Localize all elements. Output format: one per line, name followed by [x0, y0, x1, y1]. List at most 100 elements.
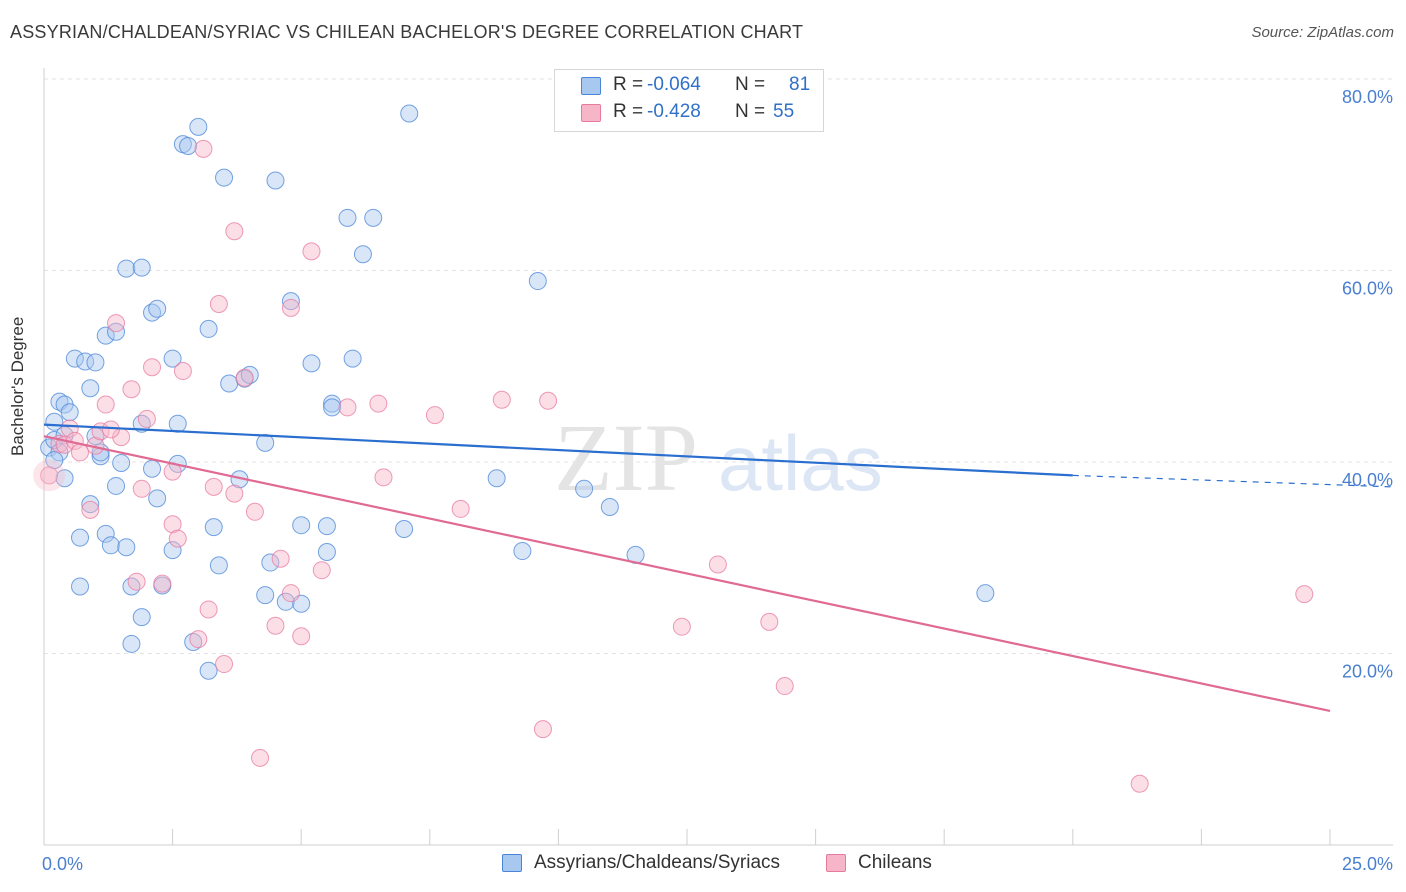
chilean-point: [199, 600, 218, 619]
assyrian-point: [220, 374, 239, 393]
assyrian-point: [179, 137, 198, 156]
assyrian-point: [261, 553, 280, 572]
assyrian-point: [163, 349, 182, 368]
assyrian-point: [81, 379, 100, 398]
legend-label-assyrians: Assyrians/Chaldeans/Syriacs: [534, 852, 781, 873]
chilean-point: [132, 479, 151, 498]
chilean-point: [71, 443, 90, 462]
chilean-point: [163, 515, 182, 534]
assyrian-point: [189, 117, 208, 136]
y-axis-title: Bachelor's Degree: [8, 316, 27, 456]
assyrian-point: [302, 354, 321, 373]
assyrian-point: [317, 543, 336, 562]
stats-r-value: -0.428: [647, 101, 701, 122]
chilean-point: [760, 612, 779, 631]
chilean-point: [127, 572, 146, 591]
assyrian-point: [353, 245, 372, 264]
watermark: ZIP atlas: [554, 404, 883, 511]
assyrian-point: [528, 272, 547, 291]
x-ticks: [43, 829, 1331, 845]
trend-line-assyrians: [43, 423, 1073, 477]
assyrian-point: [199, 661, 218, 680]
assyrian-point: [199, 319, 218, 338]
legend-swatch-assyrians: [502, 854, 522, 872]
assyrian-point: [96, 326, 115, 345]
assyrian-point: [117, 538, 136, 557]
chilean-point: [107, 314, 126, 333]
axes: [43, 68, 1393, 846]
chilean-point: [425, 406, 444, 425]
chilean-point: [775, 677, 794, 696]
assyrian-point: [281, 292, 300, 311]
x-tick-label: 0.0%: [42, 854, 83, 874]
chilean-point: [245, 502, 264, 521]
chart-title: ASSYRIAN/CHALDEAN/SYRIAC VS CHILEAN BACH…: [10, 22, 804, 42]
assyrian-point: [395, 520, 414, 539]
trend-line-chileans: [43, 435, 1331, 713]
assyrian-point: [513, 542, 532, 561]
legend-swatch-chileans: [826, 854, 846, 872]
chilean-point: [189, 630, 208, 649]
chilean-point: [672, 617, 691, 636]
chilean-point: [215, 655, 234, 674]
assyrian-point: [266, 171, 285, 190]
assyrian-point: [86, 353, 105, 372]
assyrian-point: [71, 577, 90, 596]
stats-r-label: R =: [613, 101, 644, 122]
stats-swatch-assyrians: [581, 77, 601, 95]
assyrian-point: [143, 459, 162, 478]
assyrian-point: [81, 495, 100, 514]
chilean-point: [122, 380, 141, 399]
assyrian-point: [364, 208, 383, 227]
chilean-point: [533, 720, 552, 739]
chilean-point: [1130, 774, 1149, 793]
chilean-point: [281, 298, 300, 317]
chilean-point: [281, 584, 300, 603]
assyrian-point: [132, 258, 151, 277]
stats-box: R = -0.064 N = 81 R = -0.428 N = 55: [554, 69, 824, 132]
chilean-point: [153, 574, 172, 593]
assyrian-point: [122, 634, 141, 653]
chilean-point: [338, 398, 357, 417]
assyrian-point: [101, 536, 120, 555]
assyrian-point: [148, 489, 167, 508]
chilean-point: [292, 627, 311, 646]
y-tick-label: 20.0%: [1342, 662, 1393, 682]
assyrian-point: [292, 516, 311, 535]
chilean-point: [1295, 585, 1314, 604]
chilean-point: [33, 459, 66, 492]
legend-label-chileans: Chileans: [858, 852, 932, 873]
chilean-point: [235, 368, 254, 387]
chilean-point: [96, 395, 115, 414]
chilean-point: [225, 484, 244, 503]
assyrian-point: [184, 633, 203, 652]
chilean-point: [137, 409, 156, 428]
assyrian-point: [132, 608, 151, 627]
watermark-zip: ZIP: [554, 404, 698, 511]
chilean-point: [271, 549, 290, 568]
chilean-point: [251, 748, 270, 767]
assyrian-point: [107, 476, 126, 495]
chilean-point: [266, 616, 285, 635]
chilean-point: [374, 468, 393, 487]
assyrian-point: [122, 577, 141, 596]
assyrian-point: [55, 469, 74, 488]
chilean-point: [101, 420, 120, 439]
chilean-point: [708, 555, 727, 574]
chilean-point: [143, 358, 162, 377]
chilean-point: [40, 466, 59, 485]
assyrian-point: [112, 453, 131, 472]
assyrian-point: [276, 592, 295, 611]
trend-lines: [43, 423, 1394, 713]
chilean-point: [539, 391, 558, 410]
chilean-point: [312, 561, 331, 580]
chilean-point: [81, 500, 100, 519]
chilean-point: [209, 295, 228, 314]
series-chileans-points: [33, 139, 1314, 793]
assyrian-point: [256, 433, 275, 452]
assyrian-point: [487, 469, 506, 488]
assyrian-point: [400, 104, 419, 123]
chilean-point: [302, 242, 321, 261]
assyrian-point: [209, 556, 228, 575]
chilean-point: [369, 394, 388, 413]
